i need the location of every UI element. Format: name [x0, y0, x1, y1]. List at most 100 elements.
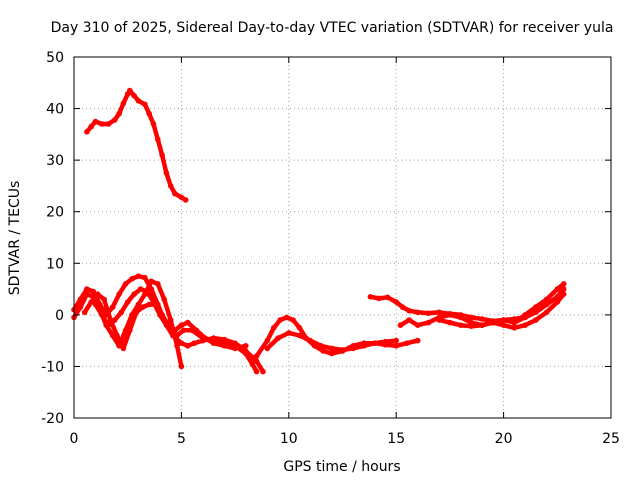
data-point: [232, 345, 238, 352]
data-point: [139, 304, 146, 310]
data-point: [210, 335, 217, 341]
data-point: [339, 347, 346, 353]
data-point: [414, 337, 421, 344]
data-point: [406, 317, 412, 323]
data-point: [533, 317, 539, 323]
data-point: [144, 288, 150, 295]
data-point: [399, 304, 406, 310]
data-point: [393, 343, 400, 349]
data-point: [522, 322, 528, 329]
data-point: [425, 319, 432, 326]
data-point: [275, 335, 281, 341]
data-point: [376, 295, 382, 302]
series-arc-1: [84, 88, 188, 203]
data-point: [382, 338, 389, 345]
data-point: [163, 170, 170, 176]
data-point: [290, 317, 296, 323]
data-point: [90, 288, 97, 295]
data-point: [221, 343, 228, 349]
data-point: [178, 340, 185, 347]
data-point: [99, 312, 105, 318]
data-point: [178, 194, 185, 201]
data-point: [167, 183, 174, 189]
x-tick-label: 10: [280, 431, 298, 447]
data-point: [490, 319, 496, 326]
data-point: [94, 291, 101, 298]
data-point: [148, 278, 155, 285]
data-point: [560, 281, 567, 287]
data-point: [543, 309, 550, 316]
data-point: [165, 322, 172, 329]
data-point: [159, 312, 165, 318]
data-point: [180, 327, 187, 334]
data-point: [159, 152, 165, 158]
data-point: [404, 340, 410, 347]
y-tick-label: -20: [41, 411, 64, 427]
data-point: [457, 322, 464, 329]
data-point: [92, 118, 99, 125]
data-point: [172, 327, 178, 334]
data-point: [77, 304, 84, 310]
data-point: [479, 322, 485, 329]
data-point: [414, 309, 421, 316]
data-point: [329, 345, 335, 352]
data-point: [243, 343, 249, 349]
data-series: [71, 87, 567, 375]
data-point: [277, 317, 284, 323]
data-point: [320, 348, 327, 354]
x-axis-ticks: 0 5 10 15 20 25: [70, 57, 620, 447]
data-point: [191, 340, 198, 347]
y-axis-ticks: -20 -10 0 10 20 30 40 50: [41, 50, 611, 427]
data-point: [109, 304, 116, 310]
data-point: [193, 327, 200, 334]
data-point: [99, 121, 105, 127]
data-point: [174, 343, 180, 349]
data-point: [122, 281, 129, 287]
plot-frame: [73, 56, 612, 419]
data-point: [185, 319, 191, 326]
data-point: [296, 325, 303, 331]
data-point: [243, 348, 249, 354]
data-point: [560, 286, 567, 292]
data-point: [155, 136, 161, 143]
data-point: [107, 317, 114, 323]
data-point: [127, 87, 133, 94]
data-point: [350, 345, 357, 352]
data-point: [361, 343, 367, 349]
data-point: [182, 197, 189, 203]
data-point: [253, 358, 260, 365]
data-point: [511, 319, 518, 326]
data-point: [172, 190, 178, 197]
data-point: [307, 337, 314, 344]
data-point: [468, 323, 475, 330]
data-point: [447, 319, 453, 326]
data-point: [210, 340, 217, 347]
y-tick-label: 0: [55, 308, 64, 324]
data-point: [124, 299, 131, 305]
data-point: [393, 337, 400, 344]
data-point: [118, 309, 125, 316]
data-point: [393, 299, 400, 305]
data-point: [264, 337, 271, 344]
data-point: [146, 301, 152, 308]
data-point: [286, 330, 292, 336]
data-point: [554, 299, 561, 305]
data-point: [150, 121, 157, 127]
x-tick-label: 5: [177, 431, 186, 447]
data-point: [178, 322, 185, 329]
y-axis-label: SDTVAR / TECUs: [7, 181, 23, 296]
data-point: [283, 314, 290, 321]
y-tick-label: 30: [46, 153, 64, 169]
data-point: [253, 353, 260, 359]
y-tick-label: 20: [46, 205, 64, 221]
data-point: [232, 340, 238, 347]
y-tick-label: 40: [46, 102, 64, 118]
data-point: [202, 335, 208, 341]
data-point: [84, 286, 90, 292]
data-point: [131, 92, 137, 99]
data-point: [178, 363, 185, 370]
data-point: [135, 301, 142, 308]
data-point: [105, 121, 112, 127]
x-tick-label: 0: [70, 431, 79, 447]
